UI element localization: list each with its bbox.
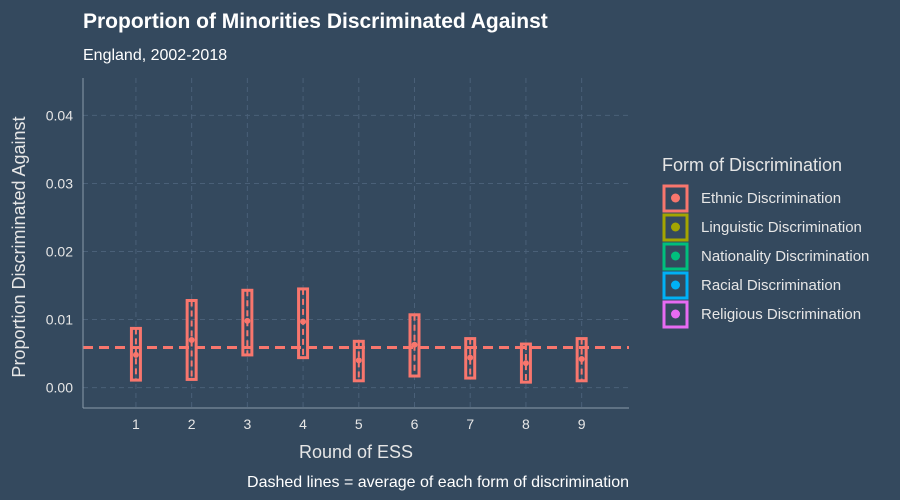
legend-key (662, 213, 689, 242)
legend-key-point (671, 309, 680, 319)
x-axis-label: Round of ESS (299, 442, 413, 462)
legend-title: Form of Discrimination (662, 155, 842, 175)
point-estimate (467, 354, 474, 361)
y-tick-labels: 0.00 0.01 0.02 0.03 0.04 (46, 107, 73, 395)
legend-key-point (671, 193, 680, 203)
y-tick-label: 0.01 (46, 312, 73, 328)
x-tick-label: 4 (299, 416, 307, 432)
legend-key (662, 184, 689, 213)
legend-label: Nationality Discrimination (701, 248, 869, 265)
legend-label: Ethnic Discrimination (701, 190, 841, 207)
point-estimate (300, 318, 307, 325)
legend-label: Racial Discrimination (701, 277, 841, 294)
y-tick-label: 0.02 (46, 244, 73, 260)
x-tick-label: 8 (522, 416, 530, 432)
legend-key-point (671, 222, 680, 232)
y-tick-label: 0.00 (46, 380, 73, 396)
point-estimate (188, 336, 195, 343)
x-tick-labels: 1 2 3 4 5 6 7 8 9 (132, 416, 586, 432)
y-tick-label: 0.03 (46, 175, 73, 191)
legend-label: Religious Discrimination (701, 306, 861, 323)
point-estimate (522, 360, 529, 367)
error-bars (129, 287, 588, 384)
grid (83, 78, 629, 408)
legend-label: Linguistic Discrimination (701, 219, 862, 236)
y-axis-label: Proportion Discriminated Against (9, 116, 29, 377)
x-tick-label: 5 (355, 416, 363, 432)
axes (82, 78, 629, 409)
x-tick-label: 1 (132, 416, 140, 432)
legend: Form of Discrimination Ethnic Discrimina… (662, 155, 869, 329)
legend-key-point (671, 251, 680, 261)
legend-key (662, 242, 689, 271)
legend-key (662, 300, 689, 329)
x-tick-label: 6 (411, 416, 419, 432)
x-tick-label: 2 (188, 416, 196, 432)
point-estimate (132, 351, 139, 358)
y-tick-label: 0.04 (46, 107, 73, 123)
point-estimate (355, 357, 362, 364)
point-estimate (244, 317, 251, 324)
point-estimate (578, 356, 585, 363)
chart-title: Proportion of Minorities Discriminated A… (83, 10, 548, 33)
legend-key (662, 271, 689, 300)
chart-caption: Dashed lines = average of each form of d… (247, 474, 629, 491)
chart-subtitle: England, 2002-2018 (83, 47, 227, 64)
x-tick-label: 3 (243, 416, 251, 432)
legend-key-point (671, 280, 680, 290)
x-tick-label: 9 (578, 416, 586, 432)
x-tick-label: 7 (466, 416, 474, 432)
point-estimate (411, 341, 418, 348)
